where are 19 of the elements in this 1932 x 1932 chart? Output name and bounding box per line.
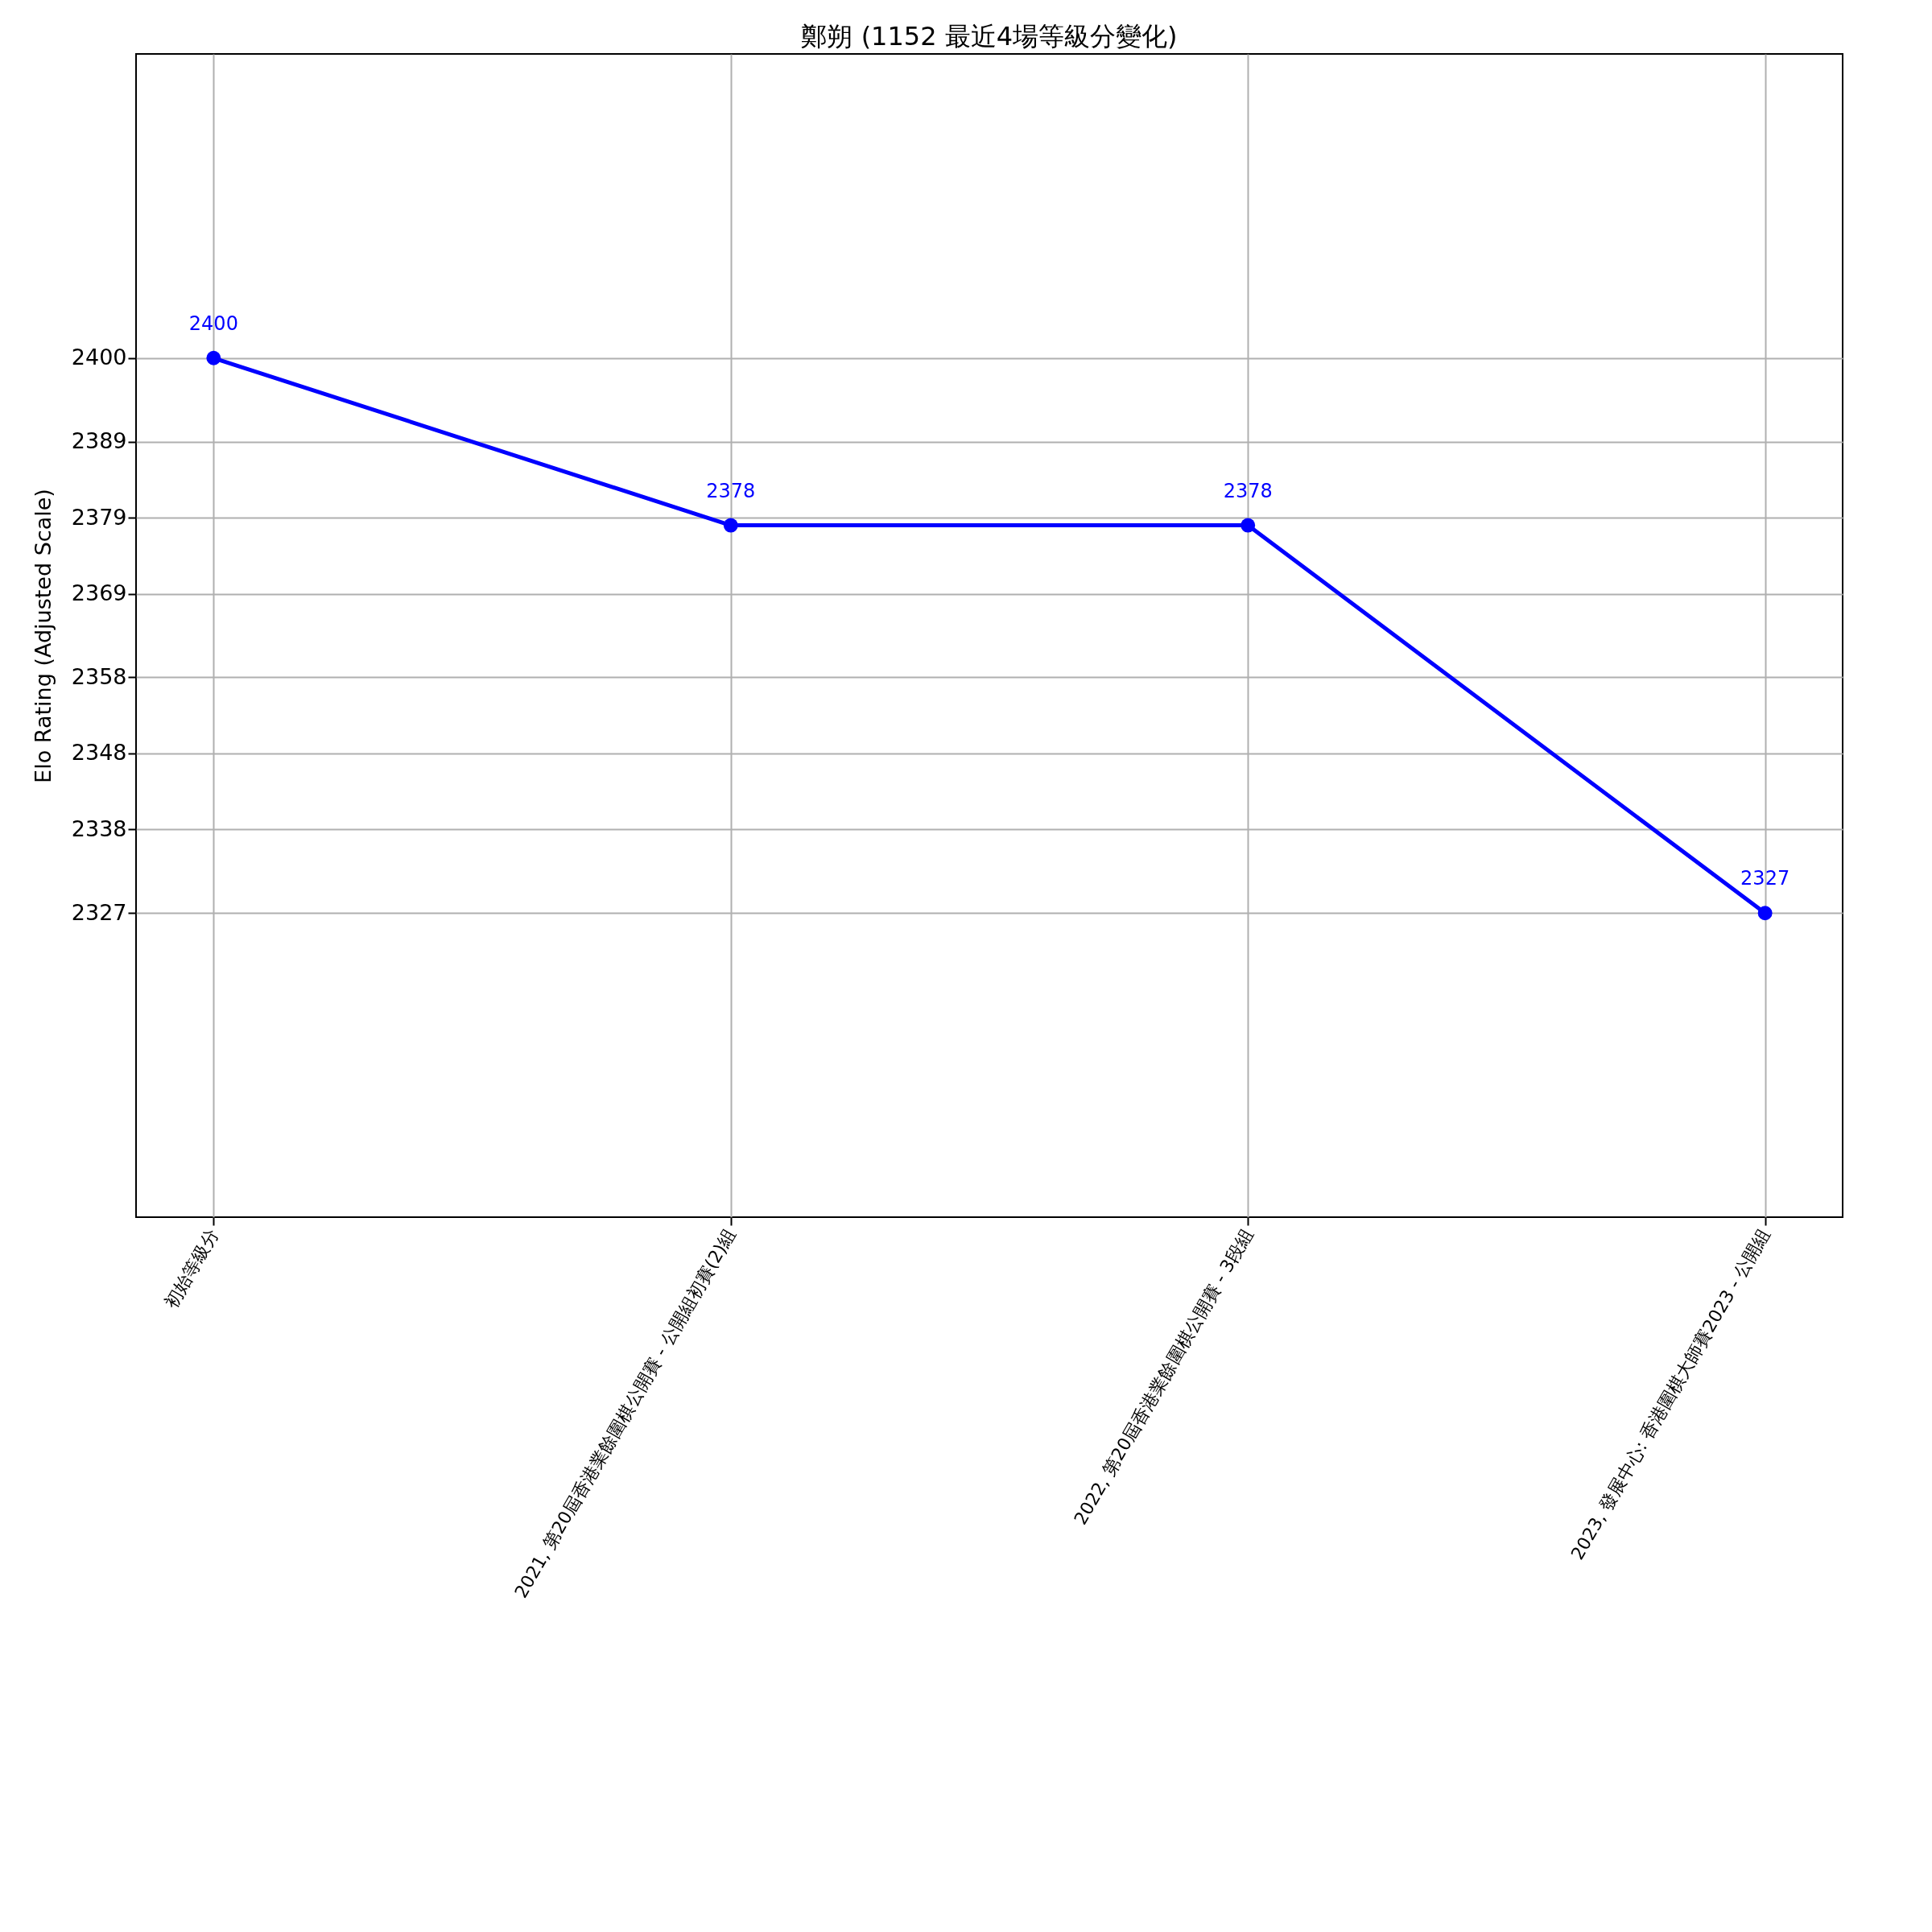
data-label: 2378: [706, 479, 756, 502]
y-tick-label: 2327: [71, 899, 127, 925]
point: [206, 350, 221, 365]
point: [1241, 518, 1256, 533]
data-label: 2400: [188, 312, 238, 335]
y-tick-label: 2358: [71, 663, 127, 689]
y-tick-label: 2338: [71, 815, 127, 841]
chart-title: 鄭朔 (1152 最近4場等級分變化): [801, 21, 1178, 52]
y-tick-label: 2348: [71, 740, 127, 766]
y-tick-label: 2379: [71, 504, 127, 530]
y-axis-title: Elo Rating (Adjusted Scale): [30, 489, 56, 783]
data-label: 2378: [1223, 479, 1273, 502]
y-tick-label: 2389: [71, 428, 127, 454]
y-tick-label: 2369: [71, 580, 127, 606]
x-tick-label: 初始等級分: [160, 1225, 223, 1312]
y-tick-label: 2400: [71, 345, 127, 370]
point: [723, 518, 738, 533]
point: [1757, 906, 1773, 921]
data-label: 2327: [1740, 867, 1790, 890]
